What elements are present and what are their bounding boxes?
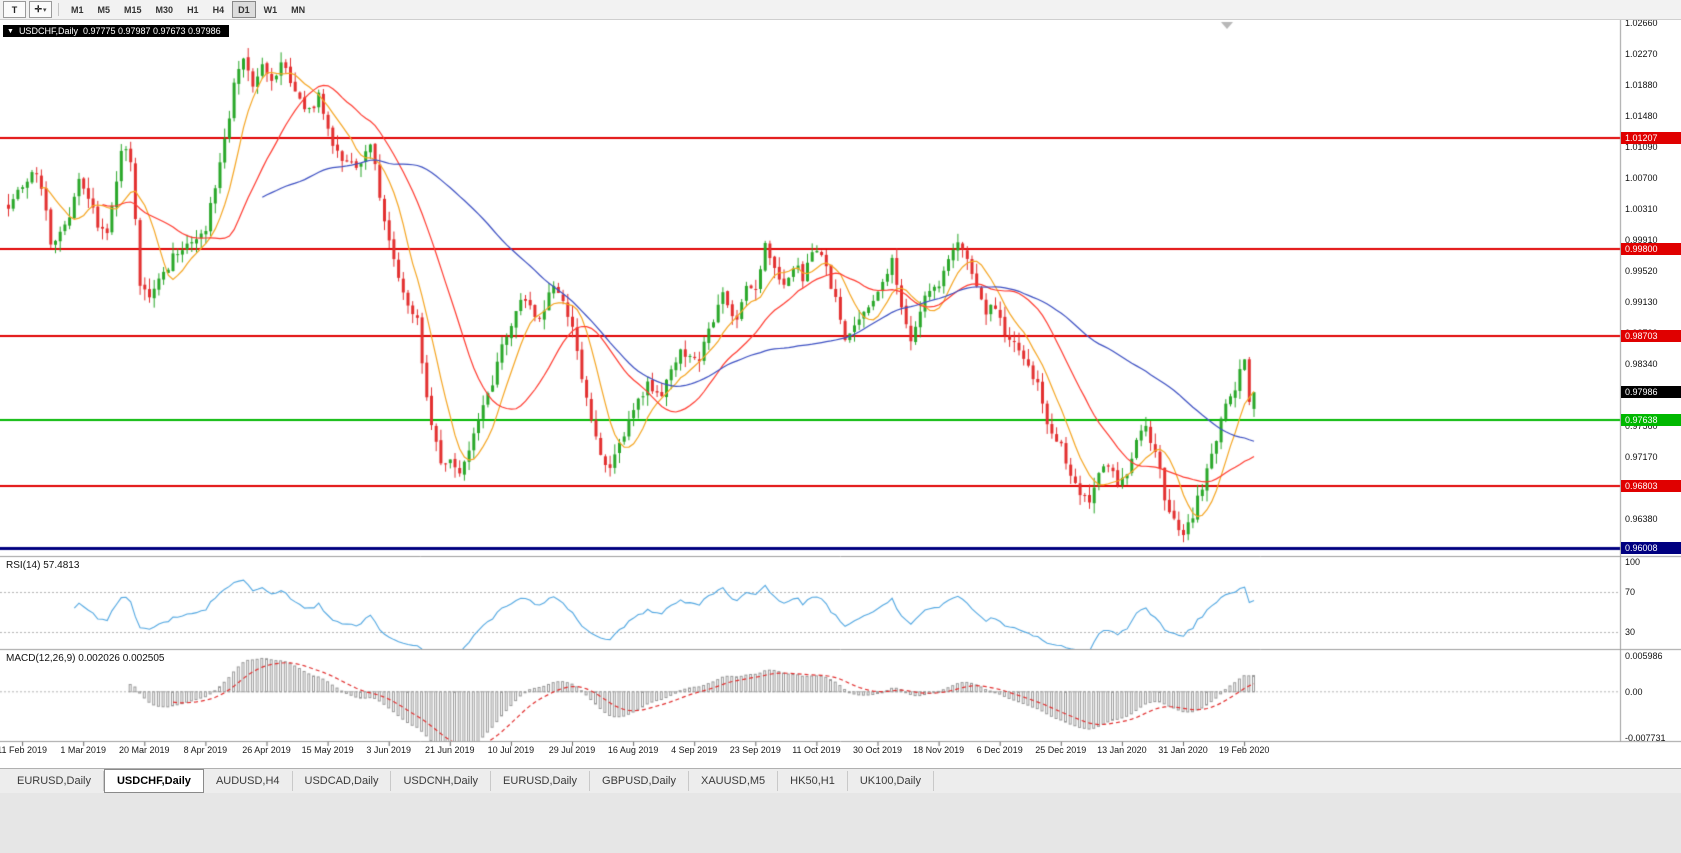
date-axis-label: 19 Feb 2020 [1218,745,1270,755]
tab-uk100-daily[interactable]: UK100,Daily [848,771,934,791]
timeframe-d1-button[interactable]: D1 [232,1,256,18]
date-axis-label: 3 Jun 2019 [366,745,411,755]
tab-eurusd-daily[interactable]: EURUSD,Daily [5,771,104,791]
date-axis-label: 30 Oct 2019 [852,745,903,755]
timeframe-w1-button[interactable]: W1 [263,4,278,15]
date-axis-label: 15 May 2019 [301,745,354,755]
price-axis-label: 0.96380 [1625,514,1658,525]
crosshair-tool-icon: ✛ [34,4,43,14]
date-axis-label: 31 Jan 2020 [1158,745,1208,755]
chart-title-bar[interactable]: ▼ USDCHF,Daily 0.97775 0.97987 0.97673 0… [3,25,229,37]
date-axis-label: 8 Apr 2019 [183,745,228,755]
tab-gbpusd-daily[interactable]: GBPUSD,Daily [590,771,689,791]
date-axis-label: 23 Sep 2019 [729,745,781,755]
date-axis-label: 1 Mar 2019 [60,745,106,755]
level-badge: 0.99800 [1621,242,1681,255]
price-axis-label: 0.99910 [1625,235,1658,246]
date-axis-label: 13 Jan 2020 [1097,745,1147,755]
timeframe-m5-button[interactable]: M5 [97,4,111,15]
price-axis-label: 1.01880 [1625,79,1658,90]
toolbar: T ✛ ▾ M1 M5 M15 M30 H1 H4 D1 W1 MN [0,0,1681,20]
tab-eurusd-daily[interactable]: EURUSD,Daily [491,771,591,791]
chart-canvas[interactable] [0,0,1681,768]
date-axis-label: 11 Feb 2019 [0,745,48,755]
timeframe-buttons: M1 M5 M15 M30 H1 H4 D1 W1 MN [65,1,311,18]
chart-symbol-title: USDCHF,Daily [18,26,78,36]
chart-tabbar: EURUSD,Daily USDCHF,Daily AUDUSD,H4 USDCAD,… [0,768,1681,793]
date-axis-label: 29 Jul 2019 [548,745,596,755]
price-axis-label: 1.00700 [1625,172,1658,183]
price-axis-label: 1.00310 [1625,203,1658,214]
tab-usdcnh-daily[interactable]: USDCNH,Daily [391,771,492,791]
current-price-badge: 0.97986 [1621,386,1681,399]
toolbar-separator [58,3,59,16]
chart-ohlc-values: 0.97775 0.97987 0.97673 0.97986 [82,26,221,36]
price-axis-label: 0.97560 [1625,420,1658,431]
date-axis-label: 18 Nov 2019 [913,745,965,755]
timeframe-mn-button[interactable]: MN [291,4,306,15]
macd-indicator-label: MACD(12,26,9) 0.002026 0.002505 [6,653,165,664]
rsi-axis-label: 30 [1625,627,1636,637]
level-badge: 1.01207 [1621,131,1681,144]
tab-audusd-h4[interactable]: AUDUSD,H4 [204,771,293,791]
chart-tabs: EURUSD,Daily USDCHF,Daily AUDUSD,H4 USDCAD,… [5,769,934,793]
tab-usdchf-daily[interactable]: USDCHF,Daily [103,769,204,793]
collapse-icon: ▼ [7,27,14,35]
date-axis-label: 20 Mar 2019 [119,745,170,755]
status-area [0,792,1681,853]
price-axis-label: 0.97170 [1625,451,1658,462]
tab-usdcad-daily[interactable]: USDCAD,Daily [293,771,392,791]
level-badge: 0.97638 [1621,413,1681,426]
macd-axis-label: -0.007731 [1625,733,1666,743]
text-tool-button[interactable]: T [3,1,26,18]
tab-xauusd-m5[interactable]: XAUUSD,M5 [689,771,779,791]
rsi-axis-label: 70 [1625,587,1636,597]
text-tool-icon: T [11,4,18,15]
timeframe-m15-button[interactable]: M15 [124,4,142,15]
timeframe-m1-button[interactable]: M1 [71,4,84,15]
tab-hk50-h1[interactable]: HK50,H1 [778,771,848,791]
date-axis-label: 25 Dec 2019 [1035,745,1087,755]
price-axis-label: 0.98340 [1625,359,1658,370]
date-axis-label: 26 Apr 2019 [242,745,291,755]
tool-buttons: T ✛ ▾ [3,1,52,18]
price-axis-label: 1.01090 [1625,142,1658,153]
price-axis-label: 1.01480 [1625,111,1658,122]
date-axis-label: 16 Aug 2019 [607,745,659,755]
price-axis-label: 0.99130 [1625,296,1658,307]
price-axis-label: 1.02660 [1625,18,1658,29]
price-axis-label: 1.02270 [1625,48,1658,59]
timeframe-h1-button[interactable]: H1 [187,4,199,15]
rsi-indicator-label: RSI(14) 57.4813 [6,560,80,571]
macd-axis-label: 0.005986 [1625,651,1663,661]
date-axis-label: 11 Oct 2019 [792,745,841,755]
date-axis-label: 4 Sep 2019 [671,745,718,755]
date-axis-label: 6 Dec 2019 [976,745,1023,755]
dropdown-caret-icon: ▾ [43,6,47,14]
timeframe-m30-button[interactable]: M30 [155,4,174,15]
rsi-axis-label: 100 [1625,557,1641,567]
price-axis-label: 0.99520 [1625,266,1658,277]
level-badge: 0.96008 [1621,542,1681,555]
timeframe-h4-button[interactable]: H4 [212,4,225,15]
date-axis-label: 10 Jul 2019 [487,745,535,755]
macd-axis-label: 0.00 [1625,686,1643,697]
level-badge: 0.96803 [1621,479,1681,492]
crosshair-tool-button[interactable]: ✛ ▾ [29,1,52,18]
date-axis-label: 21 Jun 2019 [425,745,475,755]
level-badge: 0.98703 [1621,329,1681,342]
